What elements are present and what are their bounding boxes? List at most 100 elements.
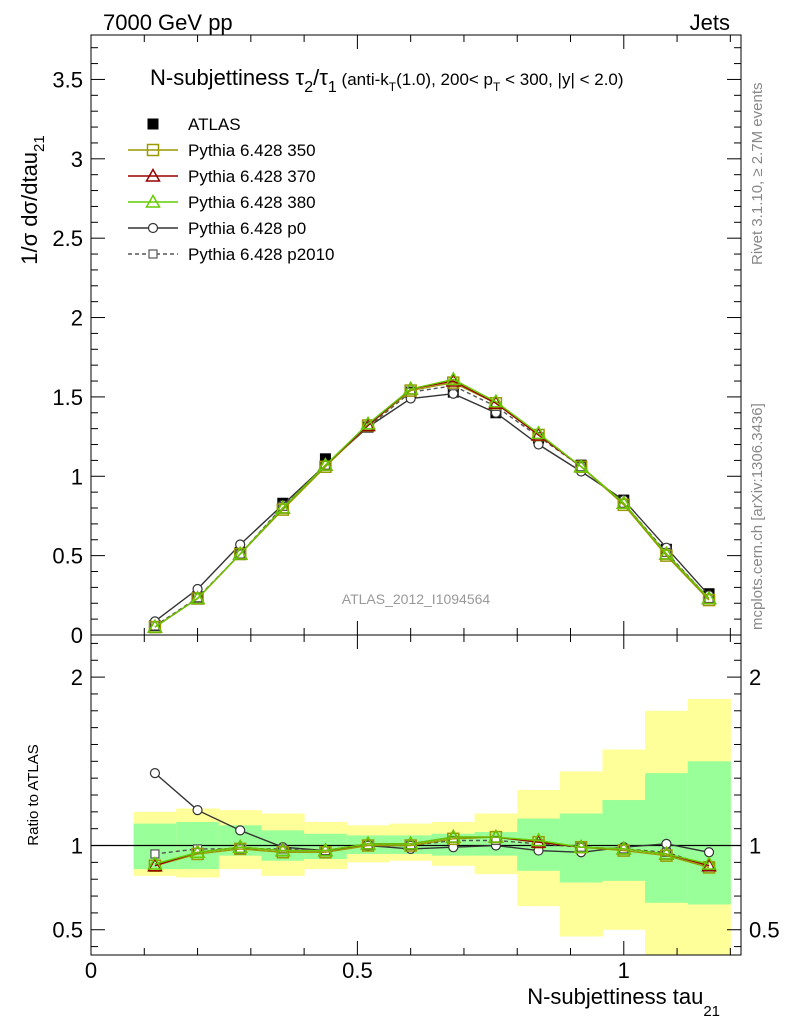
ratio-point <box>233 842 247 856</box>
mcplots-credit-text: mcplots.cern.ch [arXiv:1306.3436] <box>749 403 766 630</box>
ratio-point <box>701 857 717 872</box>
legend-label: Pythia 6.428 380 <box>188 193 316 212</box>
data-point <box>189 590 206 605</box>
data-point <box>658 546 675 560</box>
data-point <box>617 498 631 512</box>
ratio-point <box>617 844 631 857</box>
ratio-point <box>573 839 589 853</box>
ratio-point <box>404 839 417 852</box>
ratio-point <box>317 842 334 857</box>
series-line <box>154 378 710 628</box>
ratio-point <box>147 856 163 870</box>
chart-title: N-subjettiness τ2/τ1 (anti-kT(1.0), 200<… <box>150 65 624 96</box>
data-point <box>530 425 547 440</box>
x-axis-label: N-subjettiness tau21 <box>527 984 720 1020</box>
data-point <box>488 393 504 408</box>
data-point <box>404 384 417 397</box>
x-tick-label: 1 <box>618 958 630 983</box>
ratio-y-axis-label: Ratio to ATLAS <box>25 744 42 845</box>
data-point <box>702 593 716 607</box>
ratio-point <box>319 846 332 859</box>
main-panel: 0 0.5 1 1.5 2 2.5 3 3.5 ATLAS_2012_I1094564 <box>52 34 742 648</box>
data-point <box>660 549 673 562</box>
uncertainty-band-inner <box>602 800 646 881</box>
legend-marker <box>146 143 160 157</box>
ratio-line <box>154 836 710 865</box>
uncertainty-band-inner <box>133 823 177 870</box>
data-point <box>701 590 717 605</box>
x-tick-label: 0 <box>85 958 97 983</box>
data-point <box>147 619 163 633</box>
legend-marker <box>147 118 159 130</box>
legend-label: Pythia 6.428 p0 <box>188 219 306 238</box>
header-right: Jets <box>690 10 730 35</box>
ratio-point <box>147 857 163 872</box>
ratio-panel: 0.5 0.51 12 20 0.5 1 <box>52 634 780 983</box>
ratio-series <box>147 768 717 874</box>
ratio-y-tick-label-right: 2 <box>749 665 761 690</box>
ratio-point <box>276 846 290 859</box>
data-point <box>276 503 290 516</box>
data-point <box>360 417 376 432</box>
ratio-point <box>235 825 246 836</box>
ratio-line <box>154 836 710 869</box>
data-point <box>232 546 248 560</box>
ratio-point <box>361 839 375 852</box>
ratio-point <box>445 829 462 843</box>
legend-marker <box>147 222 159 234</box>
rivet-version-text: Rivet 3.1.10, ≥ 2.7M events <box>749 83 766 266</box>
x-tick-label: 0.5 <box>342 958 373 983</box>
legend: ATLAS Pythia 6.428 350 Pythia 6.428 370 Pyt… <box>128 115 335 264</box>
y-tick-label: 3 <box>71 147 83 172</box>
ratio-point <box>703 847 715 858</box>
header-left: 7000 GeV pp <box>103 10 233 35</box>
legend-marker <box>145 167 161 182</box>
ratio-point <box>232 839 248 853</box>
y-tick-label: 1 <box>71 464 83 489</box>
data-point <box>319 460 332 473</box>
ratio-uncertainty-bands <box>91 699 741 955</box>
data-point <box>573 458 589 473</box>
uncertainty-band-inner <box>687 761 731 905</box>
ratio-point <box>488 829 504 843</box>
y-tick-label: 3.5 <box>52 67 83 92</box>
ratio-ticks: 0.5 0.51 12 20 0.5 1 <box>52 635 780 983</box>
main-series <box>147 371 717 634</box>
ratio-point <box>189 844 206 859</box>
series-line <box>154 392 710 622</box>
ratio-point <box>530 832 547 847</box>
ratio-point <box>149 768 161 779</box>
ratio-point <box>360 835 376 850</box>
legend-label: ATLAS <box>188 115 241 134</box>
y-tick-label: 2.5 <box>52 226 83 251</box>
data-point <box>445 371 462 386</box>
data-point <box>530 426 547 441</box>
ratio-y-tick-label-right: 0.5 <box>749 918 780 943</box>
legend-label: Pythia 6.428 p2010 <box>188 245 335 264</box>
y-tick-label: 0 <box>71 623 83 648</box>
data-point <box>317 457 334 471</box>
legend-label: Pythia 6.428 370 <box>188 167 316 186</box>
ratio-point <box>658 845 675 860</box>
legend-marker <box>145 193 161 208</box>
y-tick-label: 2 <box>71 306 83 331</box>
data-point <box>533 439 544 450</box>
ratio-y-tick-label: 2 <box>71 665 83 690</box>
ratio-point <box>616 840 632 855</box>
main-ticks: 0 0.5 1 1.5 2 2.5 3 3.5 <box>52 35 741 648</box>
analysis-watermark: ATLAS_2012_I1094564 <box>342 591 491 607</box>
y-axis-label: 1/σ dσ/dtau21 <box>17 135 48 264</box>
y-tick-label: 1.5 <box>52 385 83 410</box>
ratio-point <box>275 842 291 857</box>
ratio-point <box>192 805 203 816</box>
data-point <box>488 395 504 410</box>
legend-marker <box>148 249 158 259</box>
ratio-point <box>447 832 460 846</box>
data-point <box>448 388 459 399</box>
uncertainty-band-inner <box>645 773 689 903</box>
data-point <box>360 415 376 430</box>
ratio-y-tick-label-right: 1 <box>749 834 761 859</box>
data-point <box>616 495 632 510</box>
legend-label: Pythia 6.428 350 <box>188 141 316 160</box>
